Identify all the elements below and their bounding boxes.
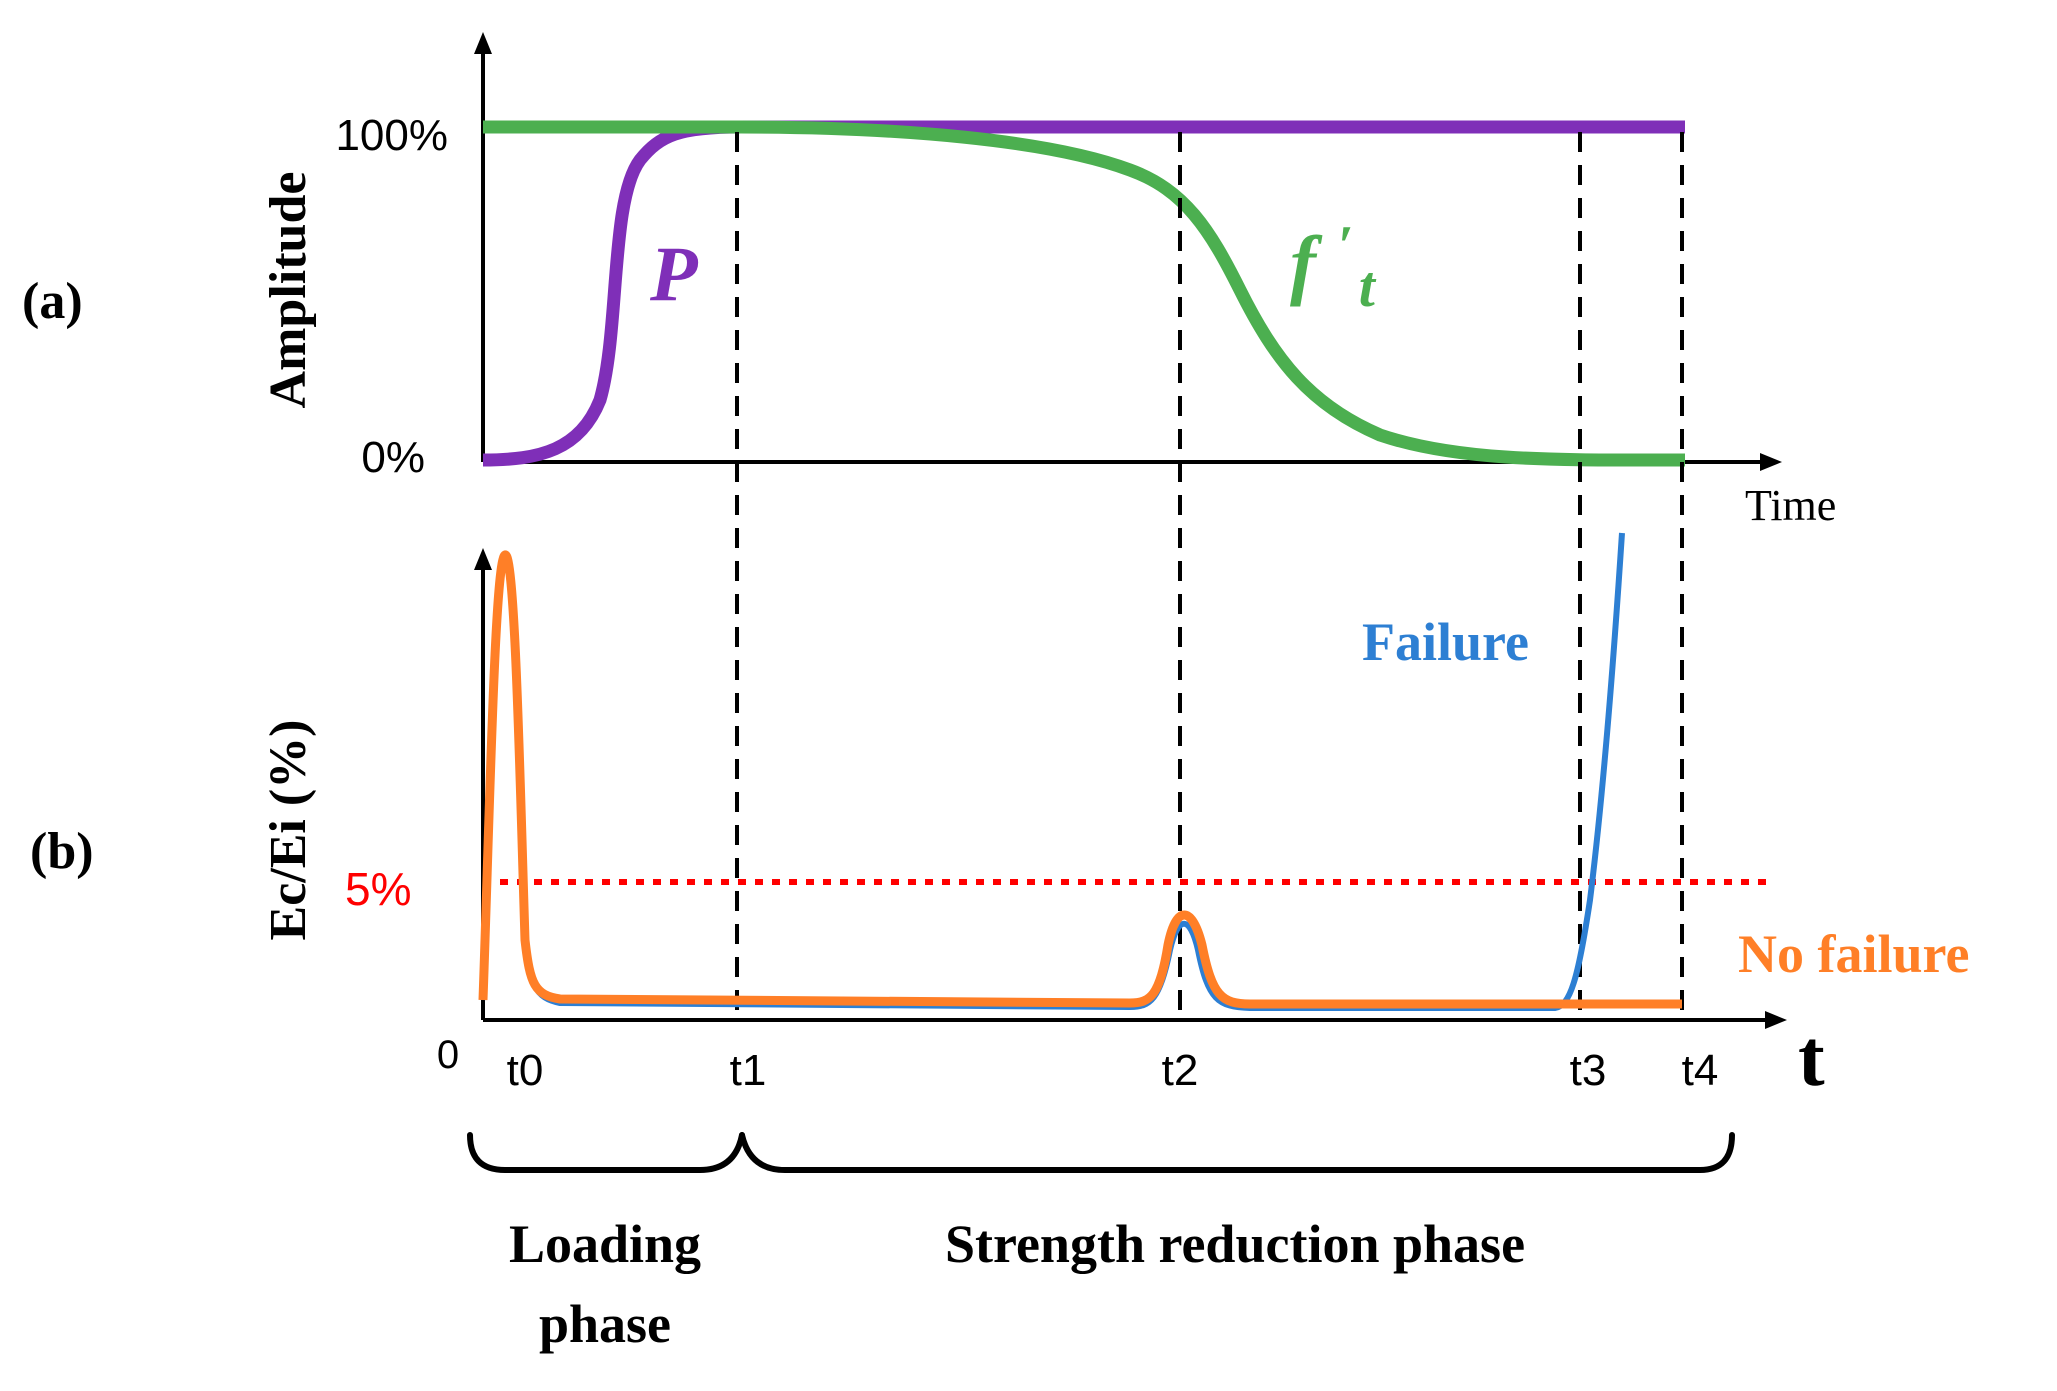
time-tick-t3: t3 (1570, 1046, 1607, 1095)
series-no-failure-line (478, 550, 1682, 1009)
panel-b-y-axis-label: Ec/Ei (%) (260, 720, 317, 941)
threshold-label: 5% (345, 863, 411, 915)
panel-a-x-axis-arrow (1760, 453, 1782, 471)
strength-phase-label: Strength reduction phase (945, 1214, 1525, 1274)
time-marker-lines (735, 132, 1684, 1015)
series-p-label: P (649, 230, 699, 317)
time-tick-t2: t2 (1162, 1046, 1199, 1095)
panel-a: (a) Amplitude 100% 0% Time P f ′ t (22, 32, 1836, 530)
panel-b-x-axis-label: t (1798, 1015, 1825, 1103)
series-ft-label: f ′ t (1290, 194, 1377, 319)
series-ft-label-prime: ′ (1337, 215, 1353, 277)
series-ft-line (483, 120, 1686, 467)
panel-a-ytick-100: 100% (335, 111, 448, 160)
panel-a-y-axis-arrow (474, 32, 492, 54)
panel-a-x-axis-label: Time (1745, 481, 1836, 530)
panel-a-y-axis-label: Amplitude (260, 172, 317, 409)
series-p-line (482, 120, 1685, 467)
panel-b-origin-label: 0 (437, 1033, 459, 1077)
time-tick-t4: t4 (1682, 1046, 1719, 1095)
panel-b-label: (b) (30, 823, 94, 880)
panel-b-y-axis-arrow (474, 548, 492, 570)
phase-labels: Loading phase Strength reduction phase (509, 1214, 1525, 1354)
panel-b: (b) Ec/Ei (%) 0 t 5% Failure No failure (30, 532, 1969, 1103)
loading-phase-brace (467, 1132, 745, 1173)
loading-phase-label-line2: phase (539, 1294, 671, 1354)
panel-b-x-axis-arrow (1765, 1011, 1787, 1029)
series-failure-label: Failure (1362, 612, 1529, 672)
panel-a-ytick-0: 0% (361, 433, 425, 482)
panel-a-label: (a) (22, 273, 83, 330)
phase-braces (467, 1132, 1735, 1173)
time-tick-labels: t0 t1 t2 t3 t4 (507, 1046, 1719, 1095)
strength-phase-brace (739, 1132, 1735, 1173)
series-ft-label-sub: t (1359, 254, 1377, 319)
time-tick-t1: t1 (730, 1046, 767, 1095)
series-no-failure-label: No failure (1738, 924, 1969, 984)
loading-phase-label-line1: Loading (509, 1214, 701, 1274)
series-ft-label-main: f (1290, 220, 1323, 307)
series-failure-line (480, 532, 1625, 1011)
time-tick-t0: t0 (507, 1046, 544, 1095)
